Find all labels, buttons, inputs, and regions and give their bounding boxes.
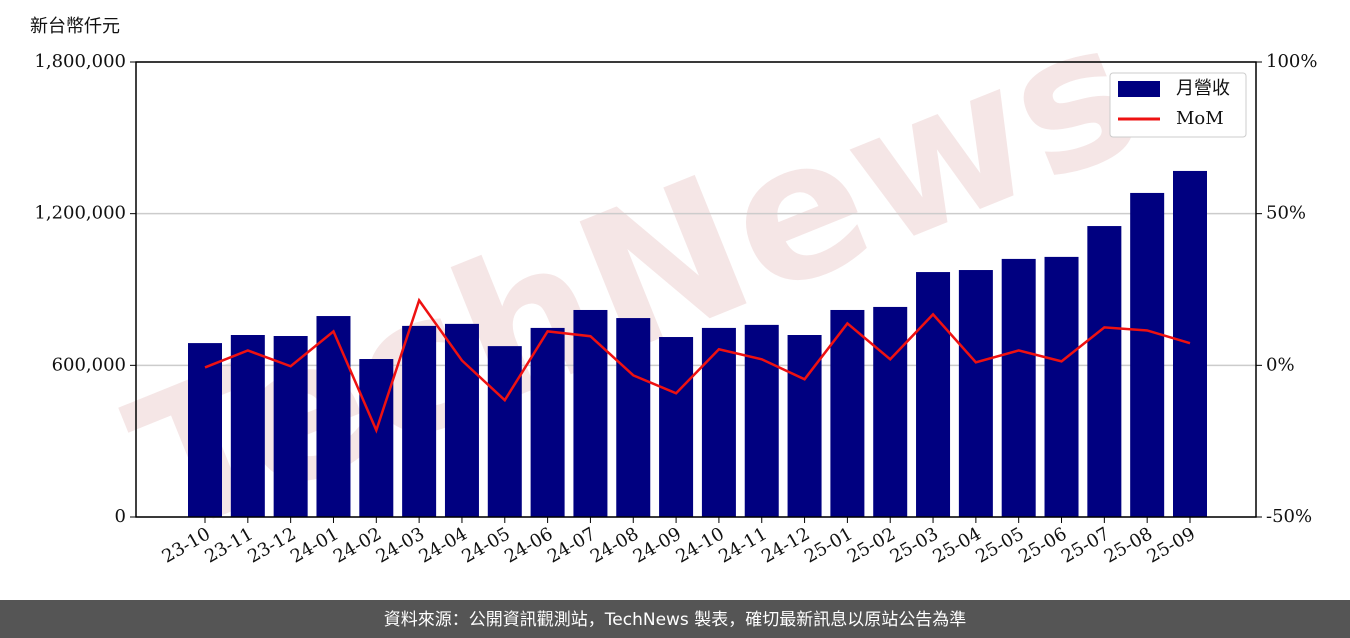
x-tick-label: 25-07 <box>1058 523 1113 567</box>
x-tick-label: 24-02 <box>330 523 385 567</box>
footer: 資料來源：公開資訊觀測站，TechNews 製表，確切最新訊息以原站公告為準 <box>384 610 966 630</box>
bar <box>230 335 265 517</box>
x-tick-label: 24-10 <box>672 523 727 567</box>
bar <box>487 346 522 517</box>
bar <box>873 306 908 517</box>
bar <box>1044 256 1079 517</box>
legend-label: MoM <box>1176 108 1224 129</box>
x-tick-label: 24-07 <box>544 523 599 567</box>
y2-tick-label: 0% <box>1266 354 1295 375</box>
bar <box>530 327 565 517</box>
x-tick-label: 25-05 <box>972 523 1027 567</box>
bar <box>1001 258 1036 517</box>
bar <box>444 323 479 517</box>
x-tick-label: 25-03 <box>887 523 942 567</box>
bar <box>916 272 951 517</box>
line <box>204 297 1191 434</box>
legend-swatch <box>1118 81 1160 97</box>
bar <box>701 327 736 517</box>
bar <box>1173 170 1207 518</box>
y2-tick-label: 50% <box>1266 203 1306 224</box>
y-axis-label: 新台幣仟元 <box>30 16 120 37</box>
x-tick-label: 24-12 <box>758 523 813 567</box>
x-tick-label: 24-08 <box>587 523 642 567</box>
y2-tick-label: -50% <box>1266 506 1312 527</box>
footer-bar <box>0 600 1350 638</box>
x-tick-label: 25-04 <box>929 523 984 567</box>
bar <box>616 318 651 517</box>
y-tick-label: 0 <box>115 506 126 527</box>
bar <box>958 270 993 517</box>
bar <box>830 309 865 517</box>
y-tick-label: 1,800,000 <box>34 51 126 72</box>
x-tick-label: 24-03 <box>373 523 428 567</box>
x-tick-label: 24-09 <box>630 523 685 567</box>
x-tick-label: 25-02 <box>844 523 899 567</box>
x-tick-label: 25-09 <box>1144 523 1199 567</box>
bar <box>402 325 437 517</box>
x-tick-label: 25-08 <box>1101 523 1156 567</box>
bar <box>573 309 608 517</box>
y-tick-label: 600,000 <box>52 354 126 375</box>
plot-frame <box>135 61 1257 518</box>
x-tick-label: 24-06 <box>501 523 556 567</box>
y-tick-label: 1,200,000 <box>34 203 126 224</box>
legend-label: 月營收 <box>1176 78 1230 99</box>
bar <box>188 343 222 517</box>
bar <box>659 337 694 517</box>
y2-tick-label: 100% <box>1266 51 1317 72</box>
bar <box>1087 226 1122 517</box>
x-tick-label: 24-04 <box>416 523 471 567</box>
bar <box>316 316 351 517</box>
bar <box>1130 192 1165 517</box>
x-tick-label: 25-01 <box>801 523 856 567</box>
x-tick-label: 24-05 <box>458 523 513 567</box>
x-tick-label: 24-11 <box>715 523 770 567</box>
x-tick-label: 25-06 <box>1015 523 1070 567</box>
bar <box>359 359 394 517</box>
bar <box>744 324 779 517</box>
